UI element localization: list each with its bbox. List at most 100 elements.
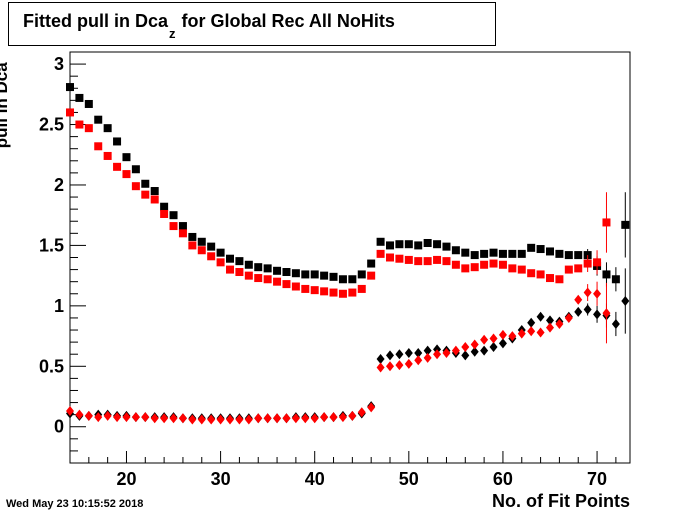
data-point-diamond [141,412,150,423]
data-point-square [442,257,451,266]
data-point-diamond [470,346,479,357]
data-point-diamond [602,308,611,319]
data-point-square [310,286,319,295]
data-point-square [602,270,611,279]
data-point-square [395,254,404,263]
data-point-square [291,282,300,291]
data-point-square [282,280,291,289]
data-point-square [301,284,310,293]
data-point-square [376,237,385,246]
axes: 20 30 40 50 60 70 0 0.5 1 1.5 2 2.5 3 [39,51,617,489]
data-point-square [404,240,413,249]
data-point-diamond [329,412,338,423]
data-point-diamond [527,326,536,337]
data-point-square [367,259,376,268]
data-point-square [451,246,460,255]
data-point-square [66,83,74,92]
data-point-diamond [423,345,432,356]
y-axis-label: pull in Dcaz [0,56,12,148]
x-tick-label: 60 [493,469,513,489]
data-point-diamond [113,412,122,423]
data-point-diamond [593,309,602,320]
chart-title: Fitted pull in Dcaz for Global Rec All N… [23,11,395,41]
data-point-square [433,240,442,249]
data-point-diamond [395,349,404,360]
data-point-diamond [574,306,583,317]
data-point-square [66,108,74,117]
data-point-square [555,249,564,258]
data-point-square [480,260,489,269]
x-tick-label: 30 [211,469,231,489]
data-point-diamond [414,347,423,358]
data-point-square [254,274,263,283]
data-point-square [395,240,404,249]
y-tick-label: 2.5 [39,115,64,135]
data-point-diamond [348,410,357,421]
data-point-square [414,241,423,250]
data-point-square [169,222,178,231]
data-point-square [150,195,159,204]
data-point-square [263,275,272,284]
data-point-diamond [546,322,554,333]
data-point-square [357,270,366,279]
x-tick-label: 20 [116,469,136,489]
data-point-diamond [226,414,234,425]
data-point-square [178,229,187,238]
data-point-square [244,271,253,280]
data-point-square [546,274,554,283]
data-point-square [235,268,244,277]
data-point-square [301,270,310,279]
data-point-square [329,288,338,297]
data-point-square [94,115,103,124]
data-point-square [602,218,611,227]
data-point-diamond [94,412,103,423]
data-point-diamond [291,413,300,424]
data-point-diamond [263,413,272,424]
data-point-square [338,289,347,298]
data-point-square [169,211,178,220]
data-point-diamond [527,317,536,328]
data-point-diamond [169,413,178,424]
data-point-square [536,245,545,254]
data-point-diamond [150,413,159,424]
data-point-square [546,247,554,256]
data-point-diamond [433,349,442,360]
title-subscript: z [169,26,176,41]
data-point-diamond [461,350,470,361]
data-point-diamond [423,352,432,363]
data-point-diamond [480,345,489,356]
data-point-square [527,269,536,278]
data-point-diamond [480,334,489,345]
data-point-square [131,182,140,191]
data-point-diamond [442,347,451,358]
data-point-diamond [273,413,282,424]
plot-frame [69,51,631,464]
data-point-diamond [197,414,206,425]
data-point-diamond [451,345,460,356]
data-point-square [489,248,498,257]
x-tick-label: 40 [305,469,325,489]
y-tick-label: 3 [54,54,64,74]
data-point-diamond [301,413,310,424]
data-point-square [376,249,385,258]
data-point-square [150,187,159,196]
data-point-diamond [216,414,225,425]
x-axis-label: No. of Fit Points [492,491,630,511]
data-point-diamond [564,312,573,323]
data-point-square [273,266,282,275]
data-point-diamond [103,410,112,421]
data-point-square [84,124,93,133]
y-tick-label: 0.5 [39,356,64,376]
data-point-square [527,243,536,252]
data-point-diamond [131,412,140,423]
data-point-square [621,220,630,229]
data-marks [66,83,630,425]
data-point-diamond [470,339,479,350]
data-point-square [461,264,470,273]
data-point-diamond [66,406,74,417]
data-point-square [160,209,169,218]
data-point-diamond [583,304,592,315]
y-tick-label: 1.5 [39,235,64,255]
data-point-square [188,241,197,250]
data-point-square [141,190,150,199]
